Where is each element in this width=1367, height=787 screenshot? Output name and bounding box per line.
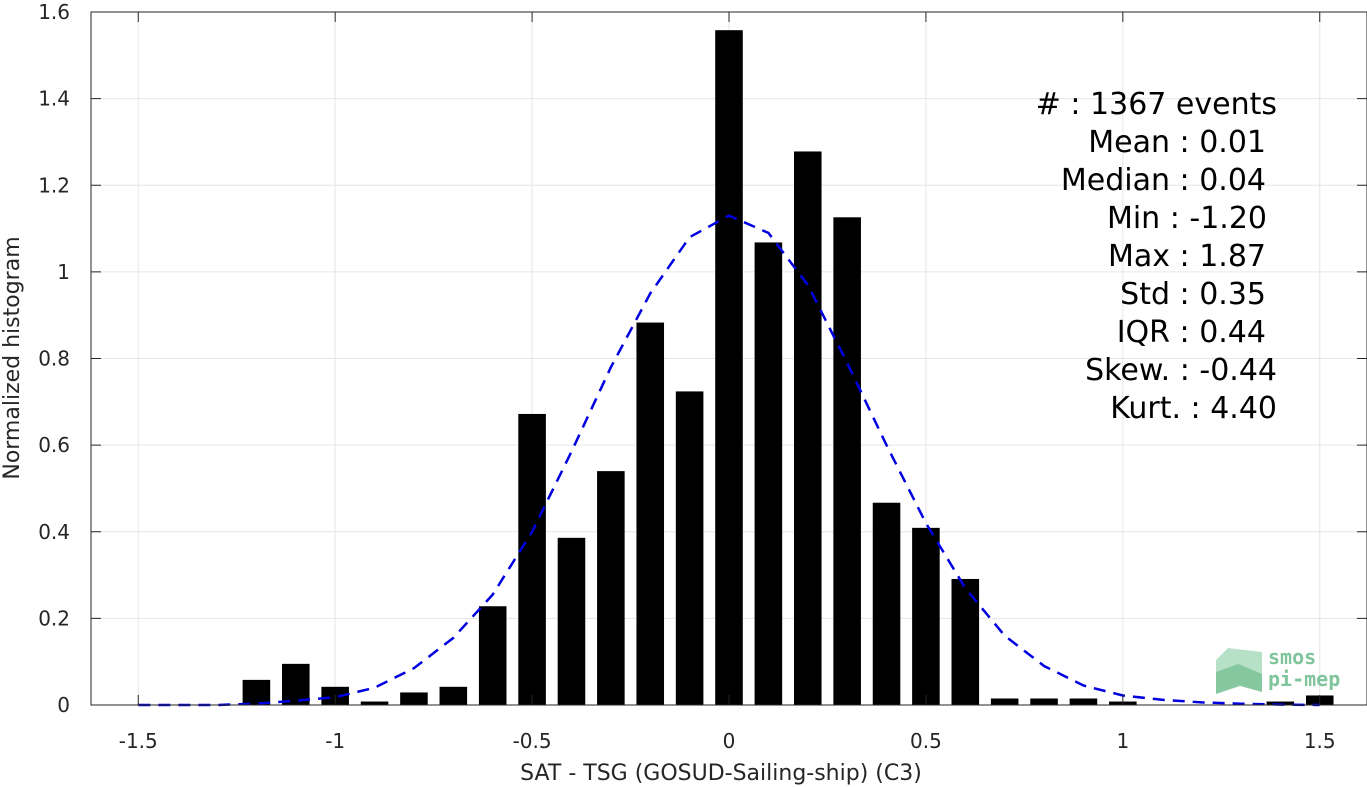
x-tick-labels: -1.5 -1 -0.5 0 0.5 1 1.5 xyxy=(119,729,1336,753)
histogram-bar xyxy=(518,413,546,705)
histogram-bar xyxy=(557,537,586,705)
x-tick-label: -0.5 xyxy=(513,729,552,753)
histogram-bar xyxy=(478,606,507,705)
stat-iqr: IQR : 0.44 xyxy=(1117,315,1266,350)
y-tick-label: 1.6 xyxy=(38,0,70,24)
statistics-box: # : 1367 events Mean : 0.01 Median : 0.0… xyxy=(1036,87,1277,426)
histogram-bar xyxy=(793,151,822,705)
y-tick-label: 0 xyxy=(57,693,70,717)
histogram-bar xyxy=(990,698,1019,705)
stat-mean: Mean : 0.01 xyxy=(1088,125,1266,160)
y-tick-labels: 0 0.2 0.4 0.6 0.8 1 1.2 1.4 1.6 xyxy=(38,0,70,717)
x-tick-label: 1 xyxy=(1116,729,1129,753)
histogram-bar xyxy=(912,527,940,705)
stat-kurt: Kurt. : 4.40 xyxy=(1110,391,1277,426)
y-tick-label: 1.2 xyxy=(38,173,70,197)
y-tick-label: 1 xyxy=(57,260,70,284)
logo-wave-icon-front xyxy=(1216,664,1262,694)
x-tick-label: -1.5 xyxy=(119,729,158,753)
histogram-bar xyxy=(1266,701,1295,705)
histogram-bar xyxy=(1069,698,1098,705)
histogram-bar xyxy=(754,242,783,706)
axis-ticks xyxy=(91,11,1367,706)
x-tick-label: 0.5 xyxy=(910,729,942,753)
y-tick-label: 1.4 xyxy=(38,87,70,111)
x-tick-label: -1 xyxy=(325,729,345,753)
histogram-bar xyxy=(1030,698,1058,705)
histogram-bar xyxy=(833,217,861,705)
histogram-bar xyxy=(242,679,271,705)
logo-text-smos: smos xyxy=(1268,645,1316,669)
histogram-bar xyxy=(636,322,665,705)
histogram-bar xyxy=(282,663,310,705)
x-tick-label: 0 xyxy=(723,729,736,753)
y-tick-label: 0.4 xyxy=(38,520,70,544)
histogram-bar xyxy=(400,692,428,705)
smos-pimep-logo: smos pi-mep xyxy=(1216,645,1340,694)
stat-std: Std : 0.35 xyxy=(1120,277,1266,312)
histogram-bars xyxy=(242,30,1334,706)
histogram-bar xyxy=(439,686,468,705)
stat-skew: Skew. : -0.44 xyxy=(1085,353,1277,388)
logo-text-pimep: pi-mep xyxy=(1268,667,1340,691)
stat-events: # : 1367 events xyxy=(1036,87,1277,122)
histogram-bar xyxy=(597,471,625,705)
y-tick-label: 0.8 xyxy=(38,347,70,371)
x-axis-label: SAT - TSG (GOSUD-Sailing-ship) (C3) xyxy=(520,761,922,786)
histogram-bar xyxy=(675,391,704,705)
histogram-bar xyxy=(715,30,743,706)
x-tick-label: 1.5 xyxy=(1304,729,1336,753)
stat-median: Median : 0.04 xyxy=(1061,163,1266,198)
y-axis-label: Normalized histogram xyxy=(0,236,25,479)
histogram-bar xyxy=(872,502,901,705)
stat-min: Min : -1.20 xyxy=(1107,201,1267,236)
histogram-bar xyxy=(360,701,389,705)
y-tick-label: 0.2 xyxy=(38,606,70,630)
stat-max: Max : 1.87 xyxy=(1108,239,1266,274)
y-tick-label: 0.6 xyxy=(38,433,70,457)
